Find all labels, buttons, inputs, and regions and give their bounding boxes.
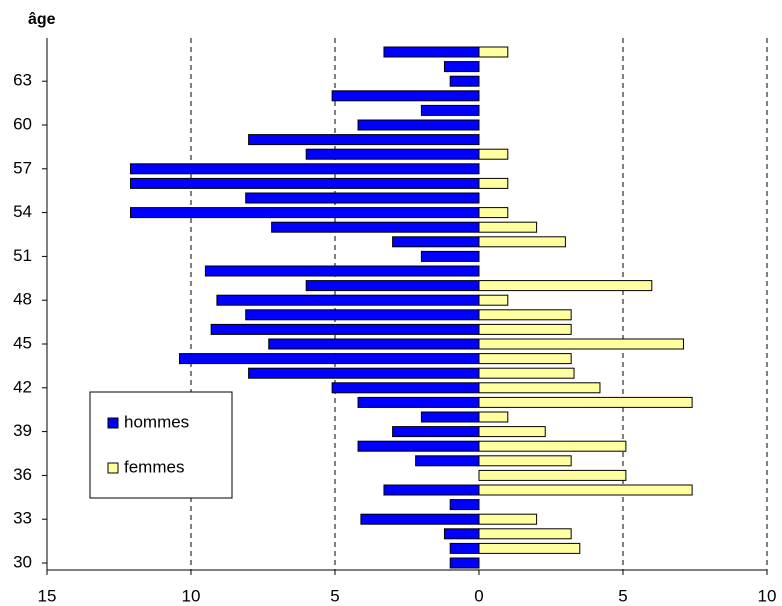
bar [204, 265, 480, 277]
x-tick-label: 15 [38, 586, 57, 605]
bar [478, 484, 693, 496]
legend-label: hommes [124, 412, 189, 431]
y-tick-label: 39 [13, 421, 32, 440]
bar [478, 411, 509, 423]
bar [478, 148, 509, 160]
legend-swatch [107, 417, 119, 429]
bar [478, 513, 538, 525]
bar [443, 528, 480, 540]
bar [420, 411, 480, 423]
bar [478, 177, 509, 189]
bar [478, 396, 693, 408]
bar [478, 46, 509, 58]
bar [449, 557, 480, 569]
bar [130, 177, 480, 189]
bar [392, 236, 480, 248]
bar [478, 294, 509, 306]
y-tick-label: 45 [13, 333, 32, 352]
bar [178, 353, 480, 365]
bar [420, 250, 480, 262]
bar [245, 309, 480, 321]
y-tick-label: 30 [13, 552, 32, 571]
bar [478, 455, 572, 467]
bar [478, 469, 627, 481]
bar [360, 513, 480, 525]
bar [478, 382, 601, 394]
bar [478, 207, 509, 219]
legend-box [89, 391, 233, 499]
bar [248, 367, 480, 379]
bar [268, 338, 480, 350]
y-tick-label: 33 [13, 509, 32, 528]
bar [478, 236, 566, 248]
bar [478, 440, 627, 452]
y-tick-label: 42 [13, 377, 32, 396]
bar [449, 75, 480, 87]
y-tick-label: 36 [13, 465, 32, 484]
bar [331, 90, 480, 102]
bar [130, 207, 480, 219]
bar [216, 294, 480, 306]
bar [415, 455, 480, 467]
bar [449, 542, 480, 554]
x-tick-label: 10 [182, 586, 201, 605]
bar [478, 426, 546, 438]
bar [331, 382, 480, 394]
x-tick-label: 0 [474, 586, 483, 605]
legend-swatch [107, 462, 119, 474]
y-tick-label: 51 [13, 246, 32, 265]
x-tick-label: 10 [758, 586, 777, 605]
bar [478, 323, 572, 335]
bar [449, 499, 480, 511]
legend-label: femmes [124, 457, 184, 476]
bar [383, 484, 480, 496]
bar [443, 61, 480, 73]
bar [420, 104, 480, 116]
bar [478, 353, 572, 365]
bar [478, 221, 538, 233]
bar [271, 221, 480, 233]
y-tick-label: 54 [13, 202, 32, 221]
bar [130, 163, 480, 175]
bar [392, 426, 480, 438]
bar [210, 323, 480, 335]
bar [305, 280, 480, 292]
y-tick-label: 63 [13, 71, 32, 90]
bar [245, 192, 480, 204]
y-tick-label: 60 [13, 114, 32, 133]
bar [305, 148, 480, 160]
bar [357, 396, 480, 408]
bar [478, 309, 572, 321]
bar [478, 367, 575, 379]
bar [248, 134, 480, 146]
bar [357, 119, 480, 131]
bar [478, 280, 653, 292]
bar [478, 338, 684, 350]
bar [357, 440, 480, 452]
chart-title: âge [28, 11, 56, 28]
bar [478, 528, 572, 540]
x-tick-label: 5 [330, 586, 339, 605]
y-tick-label: 48 [13, 290, 32, 309]
x-tick-label: 5 [618, 586, 627, 605]
bar [383, 46, 480, 58]
y-tick-label: 57 [13, 158, 32, 177]
bar [478, 542, 581, 554]
